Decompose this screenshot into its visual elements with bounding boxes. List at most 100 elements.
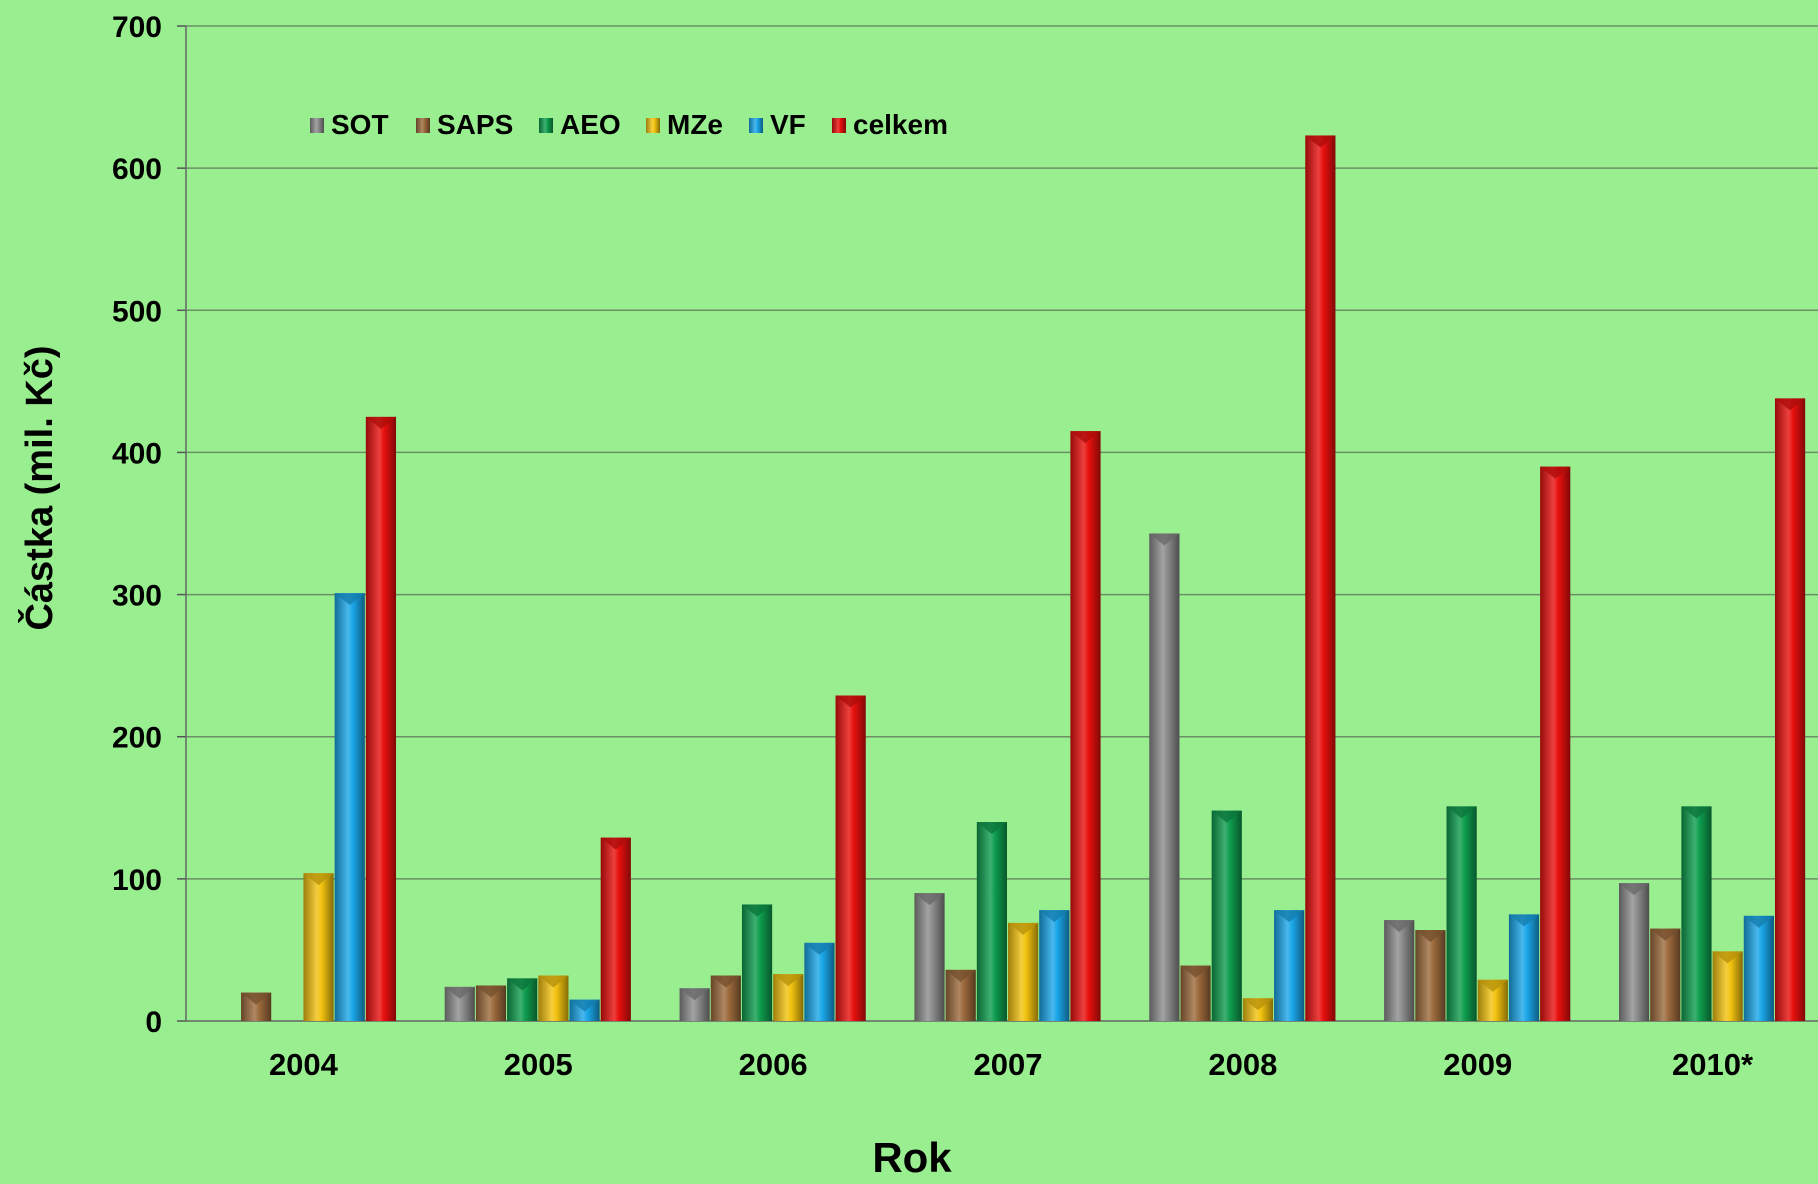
bar-cap: [945, 969, 976, 982]
bar-cap: [569, 999, 600, 1012]
bar-cap: [1508, 914, 1540, 927]
bar-celkem-2005: [600, 837, 631, 1021]
y-tick-label: 600: [112, 153, 162, 186]
bar-cap: [1477, 979, 1508, 992]
x-tick-label: 2007: [974, 1047, 1043, 1082]
bar-sot-2009: [1384, 920, 1415, 1021]
y-tick-label: 0: [145, 1006, 162, 1039]
bar-cap: [1242, 998, 1274, 1011]
y-tick-label: 200: [112, 722, 162, 755]
legend-label-mze: MZe: [667, 109, 723, 140]
bar-sot-2008: [1149, 533, 1180, 1021]
bar-cap: [303, 873, 334, 886]
bar-cap: [976, 822, 1007, 834]
legend-label-sot: SOT: [331, 109, 389, 140]
bar-cap: [1211, 810, 1242, 823]
bar-cap: [835, 695, 866, 708]
legend-label-saps: SAPS: [437, 109, 513, 140]
legend-swatch-aeo: [539, 118, 553, 133]
legend-swatch-celkem: [832, 118, 846, 133]
legend-swatch-saps: [416, 118, 430, 133]
y-tick-label: 700: [112, 11, 162, 44]
bar-aeo-2009: [1446, 806, 1477, 1021]
bar-celkem-2008: [1305, 135, 1336, 1021]
legend-label-vf: VF: [770, 109, 806, 140]
bars: [241, 135, 1806, 1022]
bar-cap: [1650, 928, 1681, 941]
bar-aeo-2007: [976, 822, 1007, 1021]
bar-mze-2004: [303, 873, 334, 1021]
bar-cap: [444, 986, 475, 999]
bar-cap: [1712, 951, 1743, 964]
y-tick-label: 500: [112, 295, 162, 328]
x-axis-label: Rok: [872, 1134, 952, 1179]
bar-cap: [914, 893, 945, 906]
bar-vf-2007: [1039, 910, 1070, 1021]
legend-swatch-sot: [310, 118, 324, 133]
bar-cap: [710, 975, 741, 988]
x-tick-label: 2004: [269, 1047, 339, 1082]
bar-cap: [1743, 915, 1774, 928]
bar-cap: [475, 985, 507, 998]
bar-cap: [1415, 930, 1446, 943]
bar-cap: [1180, 965, 1211, 978]
bar-cap: [1540, 466, 1571, 479]
x-tick-label: 2010*: [1672, 1047, 1754, 1082]
bar-cap: [600, 837, 631, 850]
bar-cap: [1384, 920, 1415, 933]
bar-cap: [1618, 883, 1650, 896]
x-tick-label: 2008: [1208, 1047, 1277, 1082]
bar-cap: [1008, 922, 1039, 935]
bar-celkem-2004: [365, 416, 397, 1022]
bar-sot-2010: [1618, 883, 1650, 1021]
bar-celkem-2010: [1774, 398, 1806, 1021]
y-tick-label: 400: [112, 437, 162, 470]
bar-cap: [1039, 910, 1070, 923]
legend-swatch-mze: [646, 118, 660, 133]
bar-aeo-2008: [1211, 810, 1242, 1021]
bar-aeo-2010: [1681, 806, 1712, 1021]
bar-cap: [1774, 398, 1806, 411]
bar-cap: [1446, 806, 1477, 819]
x-tick-label: 2006: [739, 1047, 808, 1082]
bar-celkem-2009: [1540, 466, 1571, 1022]
bar-cap: [1274, 910, 1305, 923]
bar-cap: [1149, 533, 1180, 546]
bar-cap: [679, 988, 710, 1001]
bar-vf-2004: [334, 593, 365, 1021]
bar-cap: [1070, 431, 1101, 444]
bar-saps-2010: [1650, 928, 1681, 1021]
bar-cap: [365, 416, 397, 429]
bar-vf-2009: [1508, 914, 1540, 1021]
y-tick-label: 100: [112, 864, 162, 897]
legend: SOT SAPS AEO MZe VF celkem: [310, 109, 948, 140]
gridlines: [186, 25, 1818, 880]
bar-celkem-2006: [835, 695, 866, 1021]
legend-swatch-vf: [749, 118, 763, 133]
bar-sot-2007: [914, 893, 945, 1021]
bar-mze-2007: [1008, 922, 1039, 1021]
legend-label-aeo: AEO: [560, 109, 621, 140]
y-tick-label: 300: [112, 580, 162, 613]
bar-vf-2006: [804, 942, 835, 1021]
bar-cap: [334, 593, 365, 606]
x-tick-label: 2005: [504, 1047, 573, 1082]
bar-cap: [1681, 806, 1712, 819]
x-tick-label: 2009: [1443, 1047, 1512, 1082]
y-axis-label: Částka (mil. Kč): [16, 345, 61, 630]
bar-cap: [538, 975, 569, 988]
bar-aeo-2006: [741, 904, 773, 1021]
bar-cap: [804, 942, 835, 955]
bar-cap: [1305, 135, 1336, 148]
bar-cap: [241, 992, 272, 1005]
bar-cap: [741, 904, 773, 917]
legend-label-celkem: celkem: [853, 109, 948, 140]
bar-cap: [773, 974, 804, 987]
bar-cap: [507, 978, 538, 991]
bar-vf-2008: [1274, 910, 1305, 1021]
bar-vf-2010: [1743, 915, 1774, 1021]
bar-saps-2009: [1415, 930, 1446, 1021]
bar-celkem-2007: [1070, 431, 1101, 1021]
